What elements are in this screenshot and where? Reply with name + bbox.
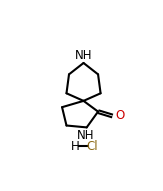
Text: H: H (71, 140, 80, 153)
Text: O: O (115, 109, 125, 122)
Text: NH: NH (77, 129, 94, 142)
Text: NH: NH (75, 49, 92, 62)
Text: Cl: Cl (86, 140, 98, 153)
